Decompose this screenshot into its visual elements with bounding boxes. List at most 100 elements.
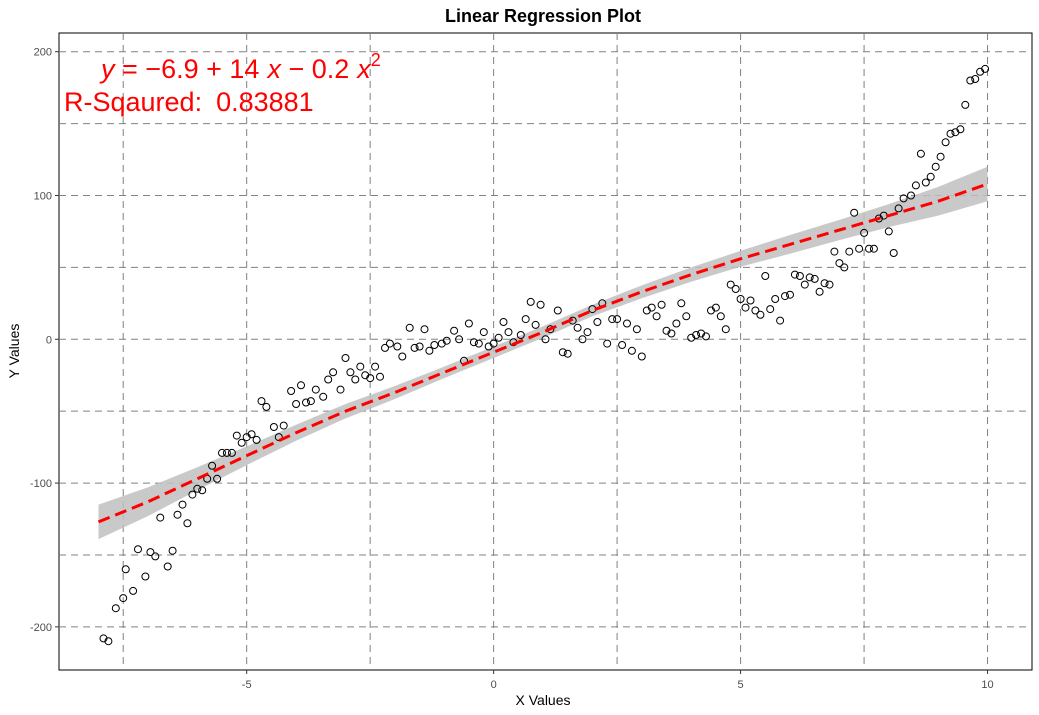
data-point	[442, 336, 451, 345]
data-point	[119, 594, 128, 603]
data-point	[786, 290, 794, 299]
eq-minus-2: −	[281, 54, 312, 84]
eq-quad-coef: 0.2	[312, 54, 350, 84]
data-point	[573, 323, 582, 332]
data-point	[410, 343, 419, 352]
data-point	[736, 295, 745, 303]
data-point	[269, 423, 278, 431]
data-point	[306, 397, 315, 406]
data-point	[111, 604, 120, 613]
data-point	[393, 342, 402, 351]
data-point	[198, 486, 207, 495]
data-point	[702, 332, 710, 341]
data-point	[541, 335, 550, 344]
data-point	[820, 279, 829, 288]
data-point	[531, 320, 540, 329]
data-point	[647, 303, 656, 312]
data-point	[731, 285, 740, 293]
eq-intercept: 6.9	[161, 54, 199, 84]
r-squared-label: R-Sqaured:	[64, 87, 202, 117]
data-point	[553, 306, 562, 315]
data-point	[855, 244, 864, 253]
grid-lines	[59, 33, 1032, 670]
data-point	[381, 343, 389, 352]
plot-panel-border	[58, 32, 1033, 671]
data-point	[921, 178, 930, 187]
data-point	[237, 438, 246, 447]
eq-linear-coef: 14	[229, 54, 259, 84]
data-point	[884, 227, 893, 236]
data-point	[430, 341, 439, 349]
data-point	[946, 129, 955, 138]
data-point	[336, 385, 345, 394]
eq-plus: +	[199, 54, 230, 84]
data-point	[677, 299, 686, 308]
data-point	[771, 295, 780, 303]
data-point	[398, 352, 407, 361]
data-point	[761, 272, 770, 280]
data-point	[860, 228, 869, 237]
x-axis-ticks: -5 0 5 10	[242, 670, 994, 691]
data-point	[889, 249, 898, 257]
data-point	[613, 315, 622, 324]
data-point	[869, 244, 878, 253]
data-point	[618, 341, 627, 349]
data-point	[741, 303, 750, 312]
data-point	[840, 263, 849, 272]
r-squared-value: 0.83881	[216, 87, 314, 117]
data-point	[156, 513, 165, 522]
data-point	[830, 247, 839, 256]
data-point	[966, 76, 975, 85]
data-point	[287, 387, 296, 395]
data-point	[455, 335, 464, 344]
data-point	[593, 318, 602, 326]
confidence-ribbon-layer	[98, 166, 988, 540]
data-point	[499, 318, 508, 326]
chart-title: Linear Regression Plot	[445, 6, 641, 26]
data-point	[227, 448, 236, 457]
eq-x-linear: x	[265, 54, 282, 84]
y-tick-label: 200	[34, 47, 52, 59]
data-point	[262, 402, 271, 411]
data-point	[257, 397, 266, 406]
data-point	[800, 280, 809, 289]
data-point	[865, 244, 873, 253]
data-point	[521, 315, 530, 324]
data-point	[911, 181, 920, 190]
data-point	[899, 194, 908, 203]
data-point	[104, 637, 113, 646]
y-tick-label: -200	[30, 622, 52, 634]
data-point	[536, 300, 545, 309]
data-point	[652, 312, 661, 321]
data-point	[810, 274, 819, 283]
data-point	[907, 191, 915, 200]
data-point	[341, 354, 350, 362]
data-point	[516, 331, 525, 339]
data-point	[121, 565, 130, 574]
data-point	[479, 328, 488, 337]
data-point	[692, 331, 701, 339]
data-points-layer	[99, 64, 990, 646]
data-point	[415, 342, 424, 351]
data-point	[183, 519, 192, 528]
data-point	[603, 339, 612, 348]
data-point	[926, 172, 935, 181]
data-point	[346, 368, 355, 377]
regression-equation: y = −6.9 + 14 x − 0.2 x2	[99, 50, 381, 84]
data-point	[134, 545, 142, 554]
data-point	[563, 349, 572, 358]
data-point	[366, 374, 375, 383]
data-point	[129, 586, 138, 595]
data-point	[795, 272, 804, 280]
data-point	[420, 325, 429, 334]
data-point	[961, 100, 970, 109]
data-point	[825, 280, 834, 289]
data-point	[151, 552, 160, 561]
data-point	[163, 562, 172, 571]
data-point	[632, 325, 641, 334]
x-axis-label: X Values	[516, 692, 571, 708]
data-point	[292, 400, 301, 408]
data-point	[726, 280, 735, 289]
data-point	[188, 490, 197, 499]
data-point	[751, 306, 760, 315]
